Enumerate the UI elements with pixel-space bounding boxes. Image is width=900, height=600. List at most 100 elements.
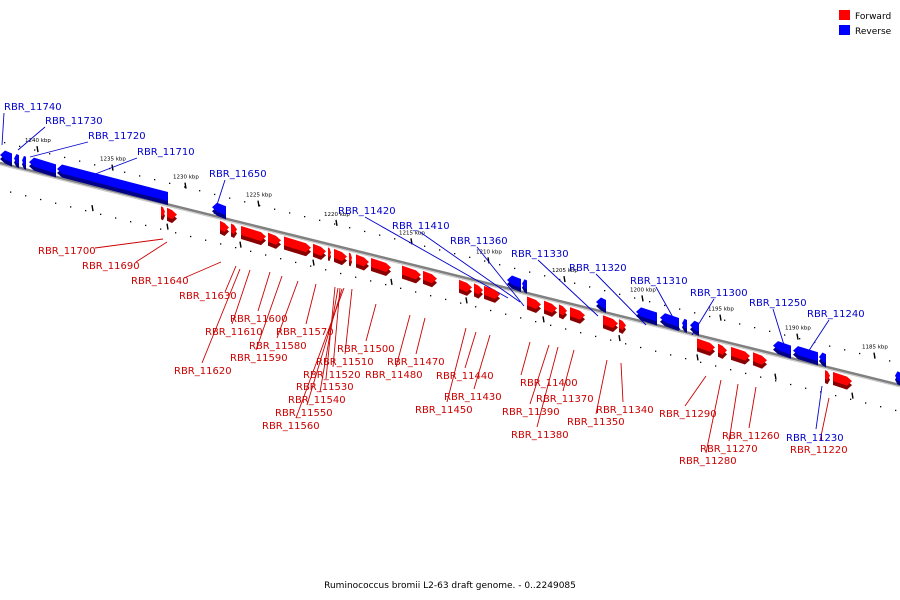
forward-connector	[135, 241, 168, 263]
reverse-label: RBR_11250	[749, 298, 807, 309]
forward-label: RBR_11390	[502, 407, 560, 418]
reverse-gene-arrow	[636, 307, 657, 326]
reverse-label: RBR_11330	[511, 249, 569, 260]
reverse-label: RBR_11410	[392, 221, 450, 232]
reverse-connector	[419, 231, 521, 303]
forward-label: RBR_11550	[275, 408, 333, 419]
minor-tick-lower	[235, 246, 237, 249]
minor-tick-upper	[229, 197, 231, 199]
forward-label: RBR_11500	[337, 344, 395, 355]
gene-labels: RBR_11740 RBR_11730 RBR_11720 RBR_11710 RBR_…	[4, 102, 865, 467]
minor-tick-upper	[334, 223, 336, 225]
minor-tick-upper	[454, 252, 456, 255]
minor-tick-lower	[835, 394, 837, 397]
gene-arrow-body	[14, 153, 19, 165]
gene-arrow-body	[825, 370, 830, 381]
gene-arrow-body	[284, 236, 311, 253]
forward-gene-arrow	[241, 225, 266, 246]
minor-tick-upper	[304, 215, 306, 218]
gene-arrow-body	[0, 150, 12, 163]
forward-gene-arrow	[484, 285, 500, 303]
minor-tick-lower	[565, 328, 567, 330]
minor-tick-lower	[550, 324, 552, 326]
forward-gene-arrow	[559, 304, 567, 320]
minor-tick-upper	[244, 201, 246, 203]
forward-connector	[819, 397, 830, 442]
forward-label: RBR_11350	[567, 417, 625, 428]
gene-arrow-body	[459, 279, 472, 292]
forward-label: RBR_11340	[596, 405, 654, 416]
reverse-gene-arrow	[14, 153, 19, 169]
forward-connector	[536, 346, 559, 428]
legend-swatch-reverse	[839, 25, 850, 35]
reverse-label: RBR_11360	[450, 236, 508, 247]
minor-tick-upper	[94, 164, 96, 166]
minor-tick-upper	[559, 278, 561, 281]
forward-label: RBR_11520	[303, 370, 361, 381]
major-tick-lower	[91, 205, 94, 212]
forward-connector	[365, 303, 377, 342]
minor-tick-lower	[640, 346, 642, 349]
minor-tick-lower	[385, 283, 387, 286]
minor-tick-lower	[280, 258, 282, 260]
major-tick-lower	[465, 297, 468, 304]
reverse-gene-arrow	[793, 346, 818, 366]
forward-label: RBR_11370	[536, 394, 594, 405]
minor-tick-lower	[415, 291, 417, 293]
minor-tick-lower	[355, 276, 357, 278]
forward-gene-arrow	[619, 319, 626, 334]
forward-gene-arrow	[167, 207, 177, 224]
major-tick-upper	[719, 314, 722, 321]
minor-tick-lower	[325, 269, 327, 271]
major-tick-lower	[390, 278, 393, 285]
minor-tick-lower	[430, 295, 432, 297]
minor-tick-lower	[340, 272, 342, 275]
minor-tick-upper	[544, 275, 546, 277]
minor-tick-lower	[775, 380, 777, 382]
reverse-label: RBR_11710	[137, 147, 195, 158]
forward-connector	[224, 265, 237, 293]
minor-tick-lower	[85, 209, 87, 212]
forward-connector	[446, 327, 467, 403]
forward-connector	[562, 349, 575, 392]
forward-label: RBR_11630	[179, 291, 237, 302]
minor-tick-upper	[49, 153, 51, 155]
legend-label-forward: Forward	[855, 12, 891, 22]
forward-connector	[325, 286, 336, 380]
minor-tick-lower	[250, 250, 252, 252]
major-tick-upper	[796, 333, 799, 340]
gene-arrow-body	[753, 352, 767, 365]
minor-tick-lower	[145, 224, 147, 227]
minor-tick-upper	[379, 234, 381, 236]
minor-tick-lower	[175, 232, 177, 234]
forward-gene-arrow	[697, 338, 715, 356]
minor-tick-upper	[709, 315, 711, 318]
major-tick-lower	[542, 316, 545, 323]
minor-tick-upper	[784, 334, 786, 336]
forward-label: RBR_11530	[296, 382, 354, 393]
scale-tick-label: 1210 kbp	[476, 249, 502, 255]
reverse-label: RBR_11650	[209, 169, 267, 180]
gene-arrow-body	[241, 225, 266, 242]
forward-connector	[595, 359, 608, 415]
forward-label: RBR_11600	[230, 314, 288, 325]
minor-tick-upper	[484, 260, 486, 262]
major-tick-lower	[618, 335, 621, 342]
forward-connector	[183, 261, 222, 279]
minor-tick-lower	[625, 343, 627, 345]
reverse-gene-arrow	[522, 279, 527, 294]
forward-connector	[332, 287, 341, 368]
forward-label: RBR_11400	[520, 378, 578, 389]
major-tick-upper	[641, 295, 644, 302]
minor-tick-lower	[190, 235, 192, 238]
minor-tick-lower	[880, 406, 882, 408]
forward-gene-arrow	[459, 279, 472, 296]
reverse-gene-arrow	[895, 371, 900, 386]
minor-tick-lower	[580, 332, 582, 334]
scale-tick-label: 1220 kbp	[324, 212, 350, 218]
reverse-connector	[1, 112, 5, 146]
minor-tick-lower	[685, 357, 687, 360]
forward-label: RBR_11440	[436, 371, 494, 382]
gene-arrow-body	[167, 207, 177, 220]
gene-arrow-body	[773, 341, 791, 355]
